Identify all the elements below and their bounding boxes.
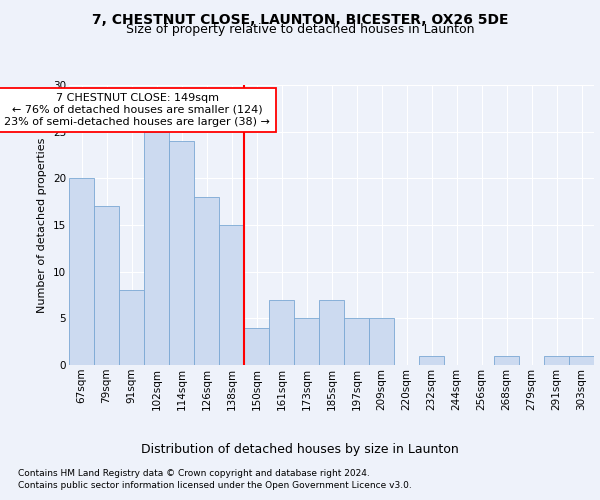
Bar	[294, 318, 319, 365]
Bar	[369, 318, 394, 365]
Text: Distribution of detached houses by size in Launton: Distribution of detached houses by size …	[141, 442, 459, 456]
Bar	[319, 300, 344, 365]
Text: Size of property relative to detached houses in Launton: Size of property relative to detached ho…	[126, 24, 474, 36]
Text: Contains HM Land Registry data © Crown copyright and database right 2024.: Contains HM Land Registry data © Crown c…	[18, 469, 370, 478]
Bar	[119, 290, 144, 365]
Bar	[419, 356, 444, 365]
Text: Contains public sector information licensed under the Open Government Licence v3: Contains public sector information licen…	[18, 481, 412, 490]
Bar	[94, 206, 119, 365]
Bar	[494, 356, 519, 365]
Bar	[169, 141, 194, 365]
Bar	[344, 318, 369, 365]
Bar	[69, 178, 94, 365]
Text: 7 CHESTNUT CLOSE: 149sqm
← 76% of detached houses are smaller (124)
23% of semi-: 7 CHESTNUT CLOSE: 149sqm ← 76% of detach…	[4, 94, 270, 126]
Bar	[219, 225, 244, 365]
Bar	[194, 197, 219, 365]
Bar	[269, 300, 294, 365]
Bar	[244, 328, 269, 365]
Bar	[144, 132, 169, 365]
Bar	[544, 356, 569, 365]
Y-axis label: Number of detached properties: Number of detached properties	[37, 138, 47, 312]
Text: 7, CHESTNUT CLOSE, LAUNTON, BICESTER, OX26 5DE: 7, CHESTNUT CLOSE, LAUNTON, BICESTER, OX…	[92, 12, 508, 26]
Bar	[569, 356, 594, 365]
